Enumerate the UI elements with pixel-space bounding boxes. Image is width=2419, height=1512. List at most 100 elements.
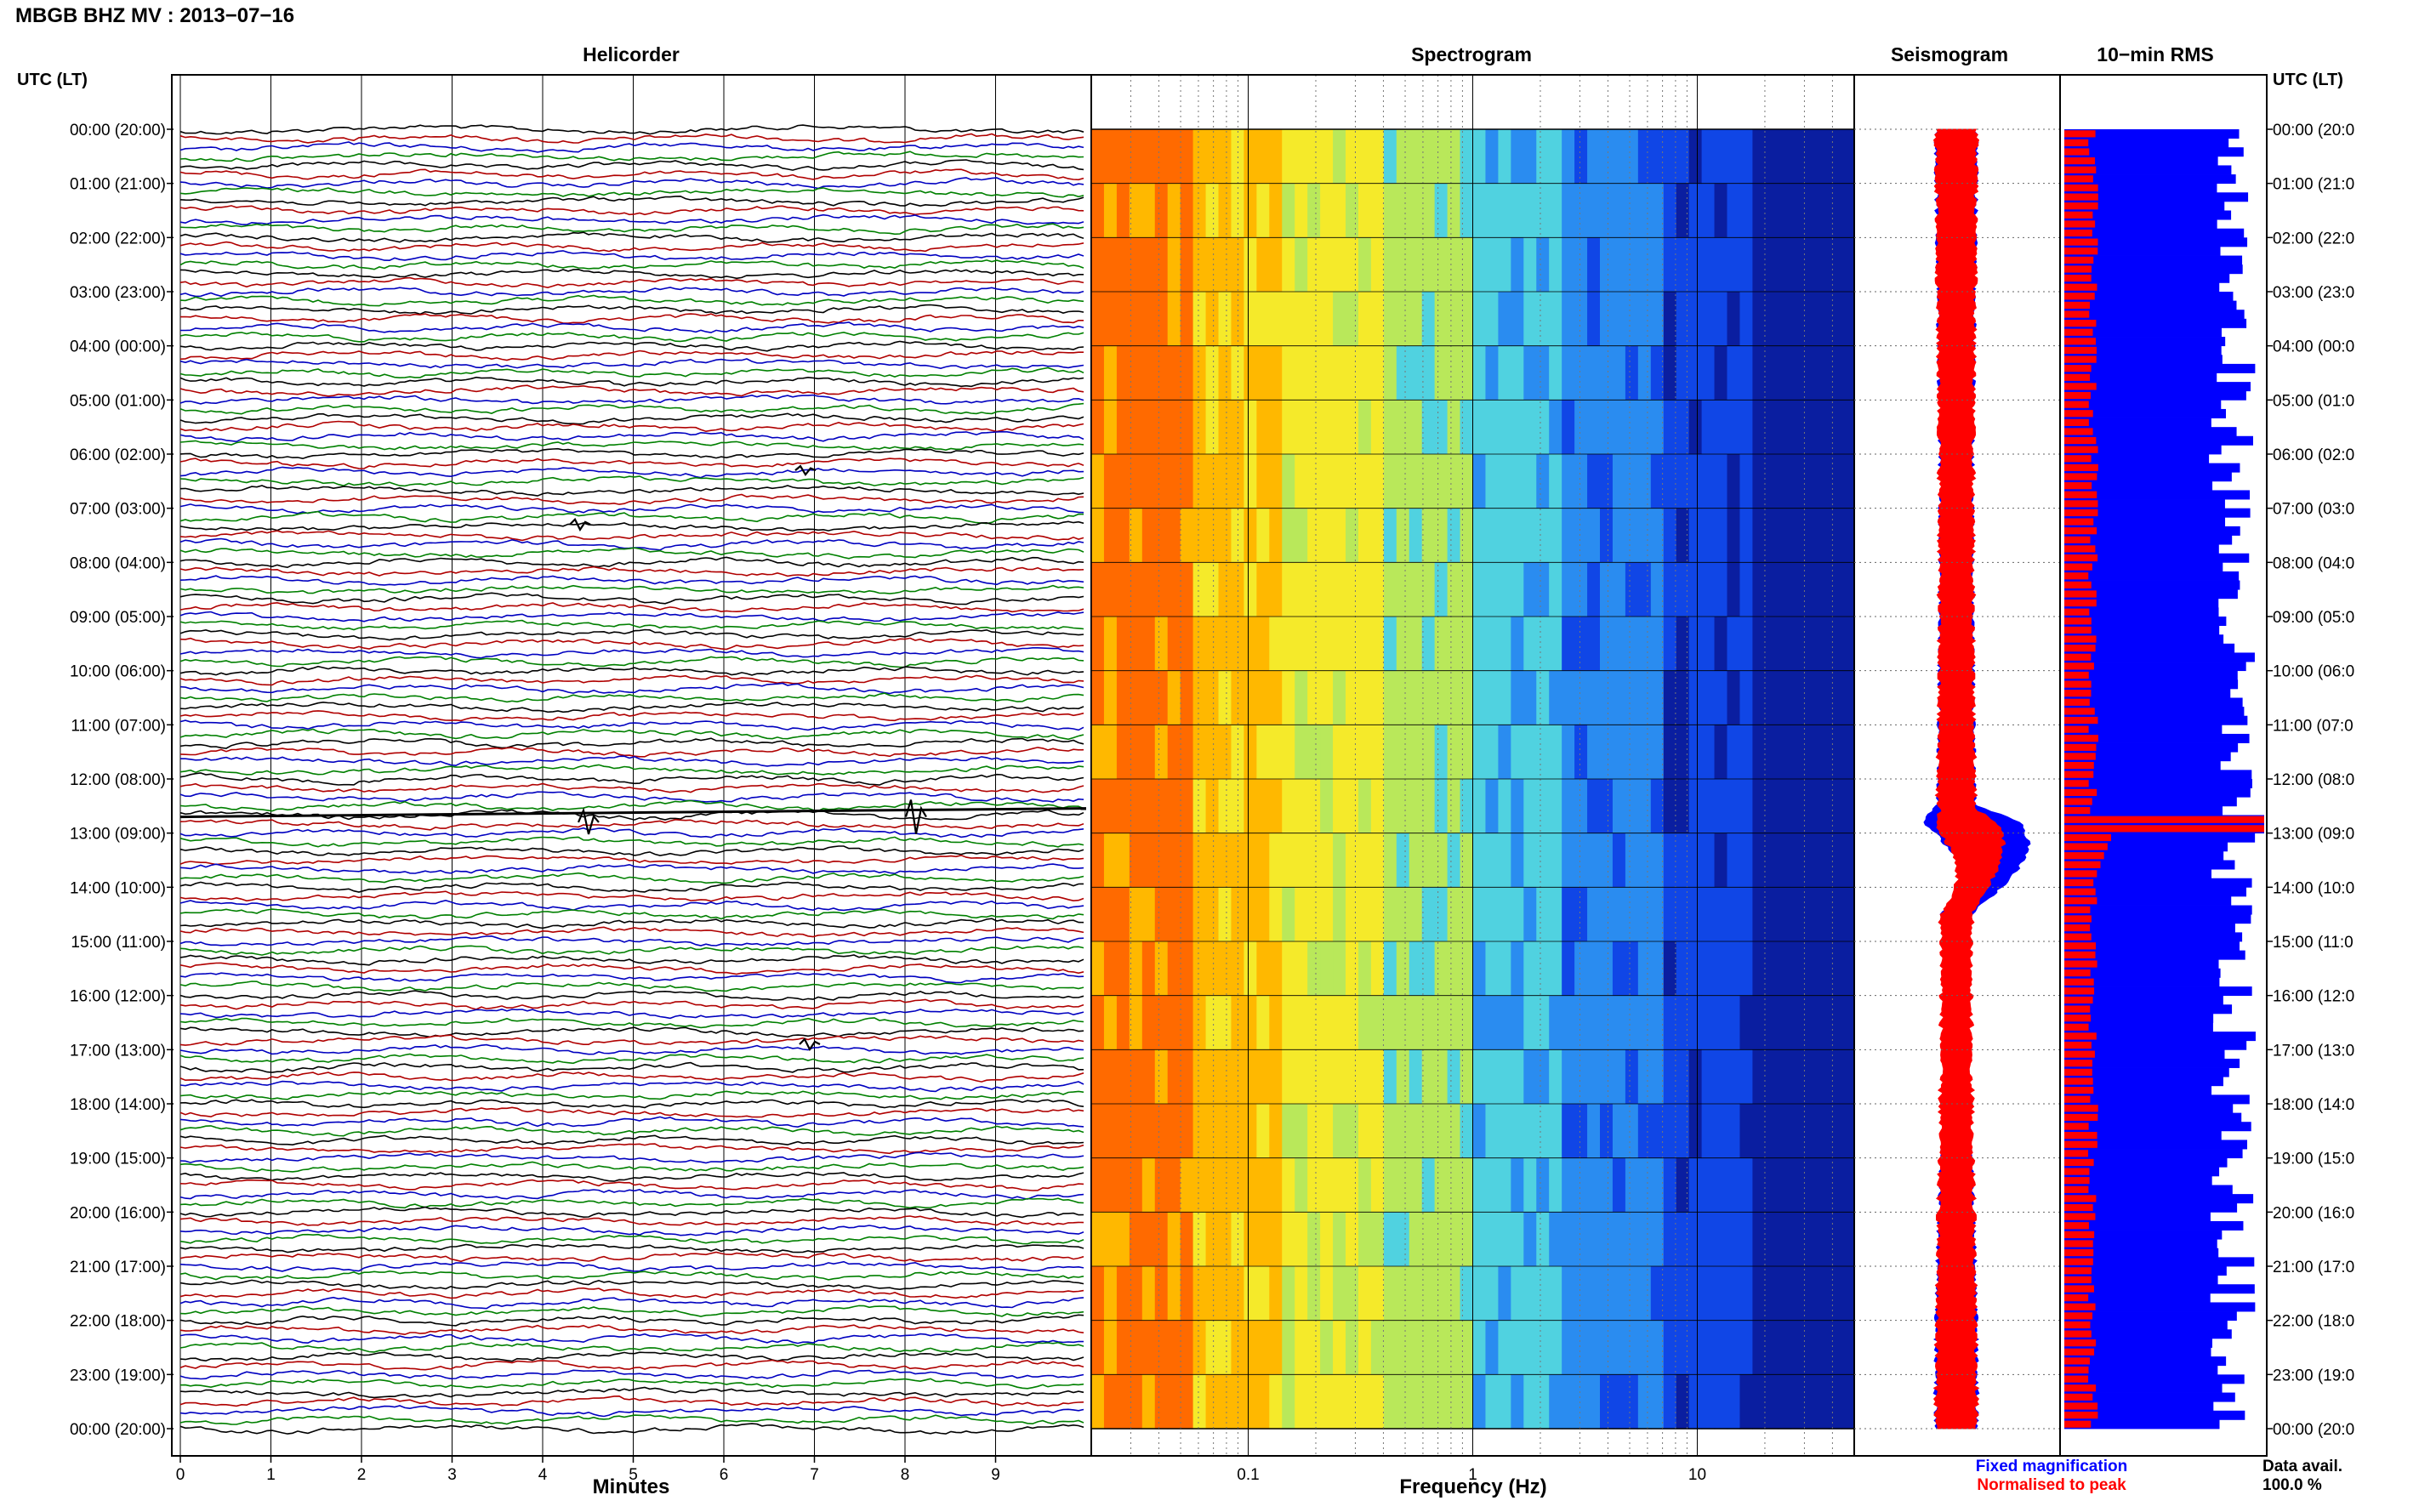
- spectrogram-cell: [1841, 508, 1855, 563]
- spectrogram-cell: [1269, 617, 1283, 672]
- spectrogram-cell: [1421, 1104, 1436, 1159]
- helicorder-trace: [179, 918, 1084, 929]
- spectrogram-cell: [1625, 1104, 1639, 1159]
- spectrogram-cell: [1370, 454, 1385, 509]
- helicorder-x-tick-label: 8: [901, 1466, 910, 1484]
- rms-bar-fixed: [2064, 192, 2249, 202]
- spectrogram-cell: [1346, 1157, 1359, 1213]
- rms-bar-normalised: [2064, 1330, 2092, 1338]
- spectrogram-cell: [1129, 833, 1143, 888]
- helicorder-trace: [179, 133, 1084, 144]
- rms-bar-fixed: [2064, 237, 2248, 247]
- spectrogram-cell: [1829, 237, 1842, 293]
- spectrogram-cell: [1460, 292, 1474, 347]
- spectrogram-cell: [1790, 725, 1804, 780]
- spectrogram-cell: [1612, 1049, 1626, 1105]
- spectrogram-cell: [1192, 1212, 1207, 1267]
- spectrogram-cell: [1192, 454, 1207, 509]
- spectrogram-cell: [1333, 1049, 1346, 1105]
- spectrogram-cell: [1790, 345, 1804, 401]
- spectrogram-cell: [1269, 1049, 1283, 1105]
- spectrogram-cell: [1295, 1157, 1308, 1213]
- rms-bar-fixed: [2064, 372, 2217, 383]
- helicorder-trace: [179, 1296, 1084, 1310]
- spectrogram-cell: [1154, 454, 1169, 509]
- rms-bar-normalised: [2064, 861, 2101, 868]
- rms-bar-normalised: [2064, 1375, 2089, 1383]
- spectrogram-cell: [1816, 345, 1830, 401]
- spectrogram-cell: [1320, 454, 1334, 509]
- spectrogram-cell: [1103, 995, 1118, 1050]
- spectrogram-cell: [1803, 1049, 1817, 1105]
- spectrogram-cell: [1562, 292, 1575, 347]
- spectrogram-cell: [1192, 617, 1207, 672]
- spectrogram-cell: [1295, 129, 1308, 185]
- spectrogram-cell: [1116, 725, 1130, 780]
- spectrogram-cell: [1485, 1266, 1499, 1322]
- spectrogram-cell: [1333, 995, 1346, 1050]
- spectrogram-cell: [1549, 1320, 1562, 1375]
- spectrogram-cell: [1663, 725, 1677, 780]
- spectrogram-cell: [1091, 670, 1105, 725]
- spectrogram-cell: [1103, 292, 1118, 347]
- rms-bar-normalised: [2064, 1321, 2091, 1329]
- rms-bar-fixed: [2064, 1067, 2229, 1077]
- spectrogram-cell: [1816, 1104, 1830, 1159]
- spectrogram-cell: [1688, 454, 1703, 509]
- spectrogram-cell: [1739, 1374, 1753, 1430]
- spectrogram-cell: [1256, 779, 1270, 834]
- rms-bar-normalised: [2064, 987, 2095, 995]
- spectrogram-cell: [1231, 887, 1244, 942]
- spectrogram-cell: [1307, 1266, 1321, 1322]
- spectrogram-cell: [1676, 1266, 1690, 1322]
- spectrogram-cell: [1803, 725, 1817, 780]
- helicorder-trace: [179, 475, 1084, 487]
- helicorder-trace: [179, 223, 1084, 236]
- spectrogram-cell: [1192, 508, 1207, 563]
- spectrogram-cell: [1383, 617, 1397, 672]
- spectrogram-cell: [1587, 1157, 1601, 1213]
- spectrogram-cell: [1357, 183, 1372, 238]
- helicorder-x-tick-label: 1: [266, 1466, 276, 1484]
- rms-bar-normalised: [2064, 166, 2097, 173]
- spectrogram-cell: [1421, 725, 1436, 780]
- spectrogram-cell: [1523, 183, 1537, 238]
- helicorder-trace: [179, 493, 1084, 505]
- rms-bar-fixed: [2064, 860, 2235, 870]
- helicorder-trace: [179, 926, 1084, 938]
- spectrogram-cell: [1282, 237, 1295, 293]
- spectrogram-cell: [1129, 670, 1143, 725]
- spectrogram-cell: [1129, 400, 1143, 455]
- spectrogram-cell: [1370, 1374, 1385, 1430]
- spectrogram-cell: [1765, 1266, 1779, 1322]
- spectrogram-cell: [1739, 345, 1753, 401]
- rms-bar-fixed: [2064, 427, 2237, 437]
- spectrogram-cell: [1154, 833, 1169, 888]
- helicorder-trace: [179, 809, 1084, 821]
- spectrogram-cell: [1218, 1374, 1232, 1430]
- spectrogram-cell: [1091, 1374, 1105, 1430]
- spectrogram-cell: [1727, 1374, 1741, 1430]
- spectrogram-cell: [1218, 454, 1232, 509]
- spectrogram-cell: [1103, 617, 1118, 672]
- spectrogram-cell: [1498, 562, 1511, 617]
- spectrogram-cell: [1536, 1104, 1550, 1159]
- spectrogram-cell: [1549, 995, 1562, 1050]
- spectrogram-cell: [1154, 1320, 1169, 1375]
- rms-bar-fixed: [2064, 400, 2222, 410]
- spectrogram-cell: [1447, 345, 1461, 401]
- spectrogram-cell: [1154, 617, 1169, 672]
- helicorder-trace: [179, 899, 1084, 912]
- spectrogram-cell: [1154, 725, 1169, 780]
- spectrogram-cell: [1370, 508, 1385, 563]
- spectrogram-cell: [1103, 237, 1118, 293]
- spectrogram-cell: [1790, 941, 1804, 997]
- spectrogram-cell: [1829, 1212, 1842, 1267]
- spectrogram-cell: [1600, 129, 1614, 185]
- spectrogram-cell: [1472, 779, 1487, 834]
- spectrogram-cell: [1650, 833, 1665, 888]
- spectrogram-cell: [1727, 1212, 1741, 1267]
- rms-bar-normalised: [2064, 1068, 2092, 1076]
- spectrogram-cell: [1409, 670, 1423, 725]
- spectrogram-cell: [1460, 670, 1474, 725]
